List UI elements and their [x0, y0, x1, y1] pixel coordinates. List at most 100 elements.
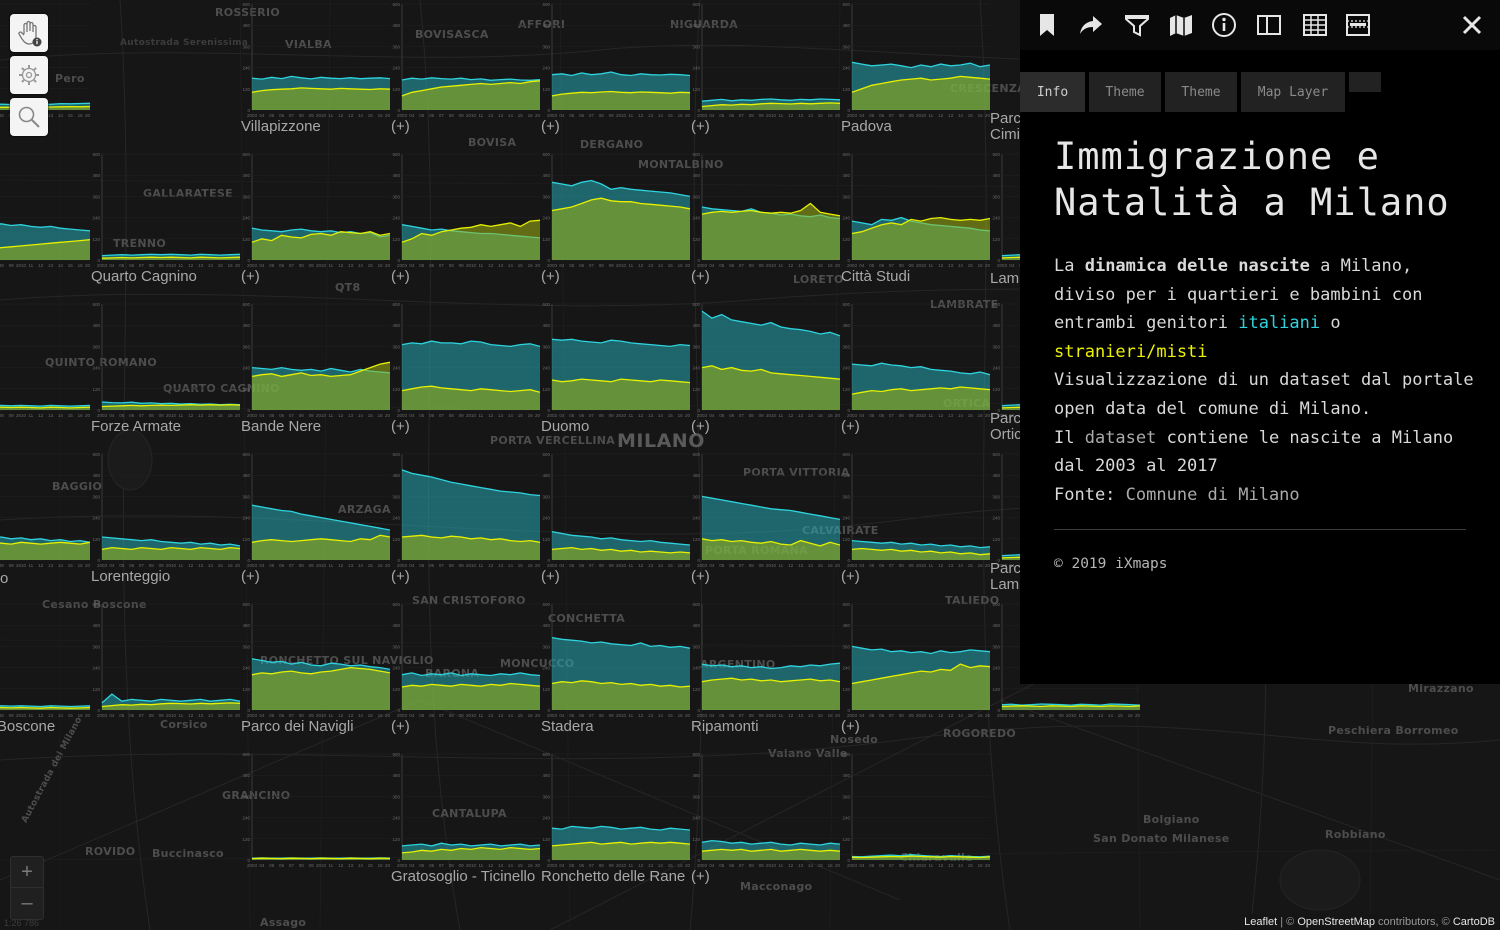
chart-cell[interactable]: 6004803602401200200304050607080920101112…	[0, 600, 90, 750]
tab-theme-1[interactable]: Theme	[1089, 72, 1161, 112]
series-line-italiani	[0, 536, 90, 543]
cell-label[interactable]: (+)	[691, 118, 710, 135]
dataset-link[interactable]: dataset	[1084, 427, 1157, 448]
cell-label[interactable]: (+)	[691, 268, 710, 285]
cell-label[interactable]: (+)	[841, 718, 860, 735]
filter-icon[interactable]	[1124, 12, 1150, 38]
close-icon[interactable]	[1459, 12, 1485, 38]
cell-label[interactable]: (+)	[391, 718, 410, 735]
cell-label[interactable]: Parco dei Navigli	[241, 718, 354, 735]
cell-label[interactable]: (+)	[841, 568, 860, 585]
settings-button[interactable]	[10, 56, 48, 94]
cell-label[interactable]: (+)	[691, 568, 710, 585]
search-button[interactable]	[10, 98, 48, 136]
cell-label[interactable]: Cesano Boscone	[0, 718, 56, 735]
chart-cell[interactable]: 6004803602401200200304050607080920101112…	[0, 150, 90, 300]
cell-label[interactable]: (+)	[391, 118, 410, 135]
cell-label[interactable]: (+)	[391, 268, 410, 285]
x-tick-label: 14	[208, 263, 214, 268]
cell-label[interactable]: Ronchetto delle Rane	[541, 868, 686, 885]
tab-extra[interactable]	[1349, 72, 1381, 92]
cell-label[interactable]: (+)	[541, 568, 560, 585]
zoom-out-button[interactable]: –	[11, 887, 43, 918]
tab-theme-2[interactable]: Theme	[1165, 72, 1237, 112]
map-icon[interactable]	[1168, 12, 1194, 38]
pan-info-button[interactable]	[10, 14, 48, 52]
table-icon[interactable]	[1302, 12, 1328, 38]
share-icon[interactable]	[1078, 12, 1104, 38]
chart-cell[interactable]: 6004803602401200200304050607080920101112…	[0, 450, 90, 600]
cell-label[interactable]: (+)	[691, 418, 710, 435]
osm-link[interactable]: OpenStreetMap	[1297, 916, 1375, 928]
cell-label[interactable]: Ripamonti	[691, 718, 759, 735]
carto-link[interactable]: CartoDB	[1452, 916, 1495, 928]
cell-label[interactable]: Gratosoglio - Ticinello	[391, 868, 536, 885]
cell-label[interactable]: (+)	[541, 268, 560, 285]
cell-label[interactable]: Padova	[841, 118, 892, 135]
cell-label[interactable]: Stadera	[541, 718, 594, 735]
split-view-icon[interactable]	[1256, 12, 1282, 38]
x-tick-label: 16	[228, 713, 234, 718]
cell-label[interactable]: Quarto Cagnino	[91, 268, 197, 285]
zoom-in-button[interactable]: +	[21, 860, 33, 883]
grid-select-icon[interactable]	[1345, 12, 1371, 38]
cell-label[interactable]: Duomo	[541, 418, 590, 435]
cell-label[interactable]: Bande Nere	[241, 418, 322, 435]
tab-map-layer[interactable]: Map Layer	[1241, 72, 1345, 112]
cell-label[interactable]: (+)	[691, 868, 710, 885]
chart-cell[interactable]: 6004803602401200200304050607080920101112…	[0, 300, 90, 450]
cell-label[interactable]: (+)	[241, 568, 260, 585]
source-link[interactable]: Comnune di Milano	[1125, 484, 1300, 505]
cell-label[interactable]: (+)	[841, 418, 860, 435]
cell-label[interactable]: Lorenteggio	[91, 568, 171, 585]
cell-label[interactable]: (+)	[541, 118, 560, 135]
y-tick-label: 600	[692, 2, 700, 7]
cell-label[interactable]: (+)	[241, 268, 260, 285]
bookmark-icon[interactable]	[1034, 12, 1060, 38]
cell-label[interactable]: Città Studi	[841, 268, 911, 285]
cell-label[interactable]: Forze Armate	[91, 418, 182, 435]
cell-label[interactable]: (+)	[391, 418, 410, 435]
tab-info[interactable]: Info	[1020, 72, 1085, 112]
leaflet-link[interactable]: Leaflet	[1244, 916, 1278, 928]
cell-label[interactable]: (+)	[391, 568, 410, 585]
cell-label[interactable]: Villapizzone	[241, 118, 321, 135]
info-icon[interactable]	[1211, 12, 1237, 38]
